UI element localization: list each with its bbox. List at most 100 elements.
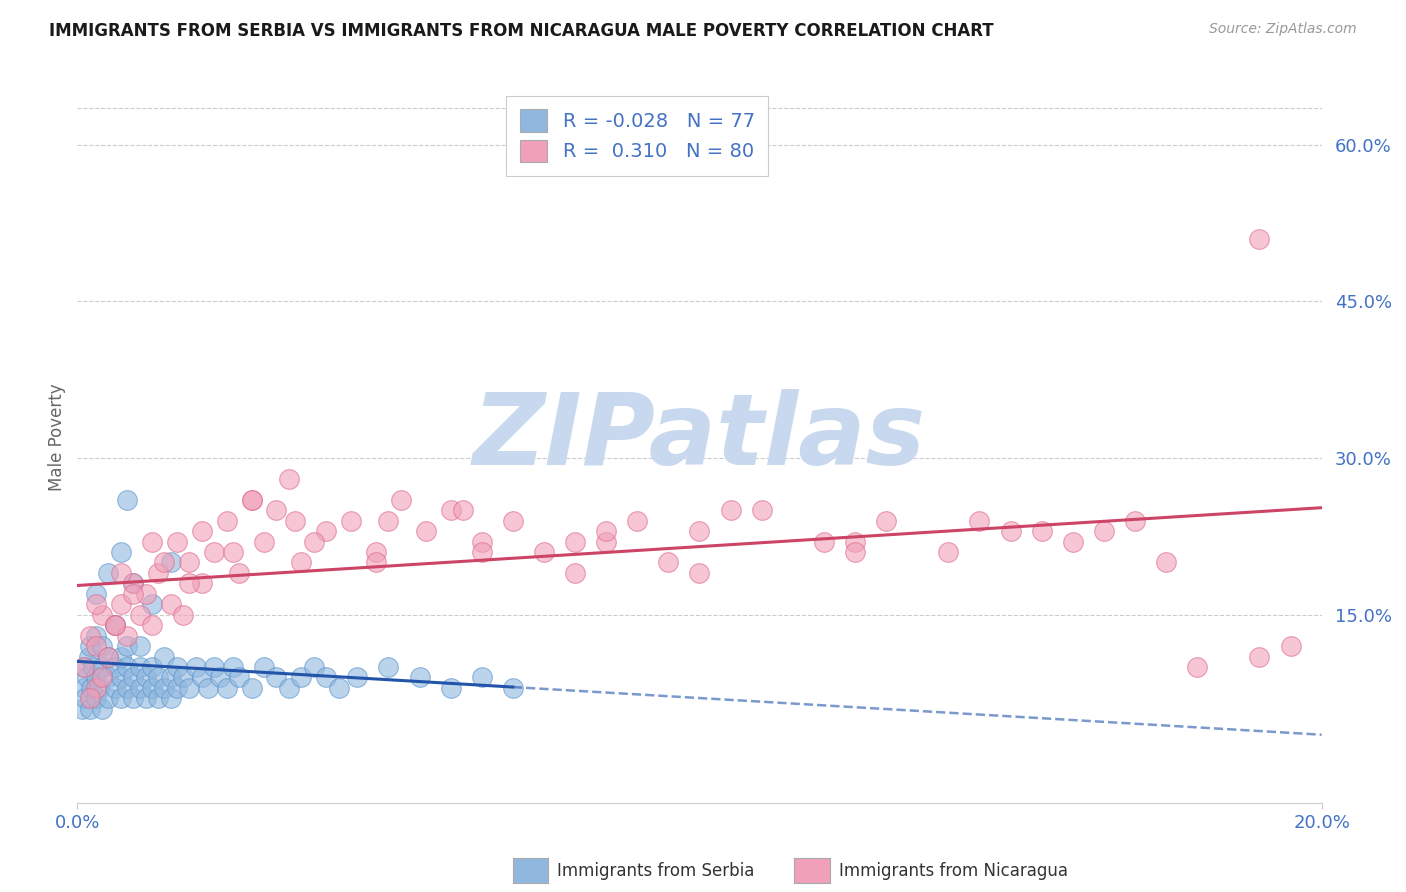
Point xyxy=(84,597,107,611)
Point xyxy=(277,681,299,695)
Point xyxy=(302,660,325,674)
Point xyxy=(1123,514,1146,528)
Point xyxy=(91,702,114,716)
Point xyxy=(266,670,288,684)
Point xyxy=(79,702,101,716)
Point xyxy=(104,681,127,695)
Point xyxy=(595,534,617,549)
Point xyxy=(1279,639,1302,653)
Point xyxy=(84,587,107,601)
Point xyxy=(471,670,494,684)
Point xyxy=(104,618,127,632)
Point xyxy=(122,576,145,591)
Point xyxy=(84,629,107,643)
Point xyxy=(751,503,773,517)
Point xyxy=(228,670,250,684)
Point xyxy=(184,660,207,674)
Point xyxy=(159,670,181,684)
Point xyxy=(110,545,132,559)
Point xyxy=(266,503,288,517)
Point xyxy=(115,492,138,507)
Point xyxy=(197,681,219,695)
Point xyxy=(87,681,110,695)
Point xyxy=(179,556,201,570)
Point xyxy=(97,649,120,664)
Point xyxy=(1031,524,1053,538)
Point xyxy=(284,514,307,528)
Point xyxy=(1000,524,1022,538)
Point xyxy=(135,670,157,684)
Point xyxy=(122,691,145,706)
Point xyxy=(408,670,430,684)
Point xyxy=(172,607,194,622)
Point xyxy=(166,534,188,549)
Point xyxy=(128,607,150,622)
Point xyxy=(179,681,201,695)
Point xyxy=(104,660,127,674)
Point xyxy=(141,534,163,549)
Point xyxy=(813,534,835,549)
Point xyxy=(844,545,866,559)
Point xyxy=(80,681,103,695)
Point xyxy=(240,681,263,695)
Point xyxy=(141,660,163,674)
Point xyxy=(72,681,94,695)
Point xyxy=(110,670,132,684)
Point xyxy=(240,492,263,507)
Point xyxy=(415,524,437,538)
Point xyxy=(91,607,114,622)
Point xyxy=(128,639,150,653)
Text: ZIPatlas: ZIPatlas xyxy=(472,389,927,485)
Point xyxy=(84,639,107,653)
Point xyxy=(115,639,138,653)
Point xyxy=(141,597,163,611)
Point xyxy=(440,681,463,695)
Point xyxy=(302,534,325,549)
Point xyxy=(166,660,188,674)
Point xyxy=(122,576,145,591)
Point xyxy=(340,514,363,528)
Point xyxy=(471,545,494,559)
Point xyxy=(290,556,312,570)
Point xyxy=(1154,556,1177,570)
Point xyxy=(240,492,263,507)
Point xyxy=(533,545,555,559)
Point xyxy=(159,556,181,570)
Point xyxy=(153,681,176,695)
Point xyxy=(191,670,214,684)
Point xyxy=(277,472,299,486)
Point xyxy=(84,681,107,695)
Point xyxy=(290,670,312,684)
Point xyxy=(209,670,232,684)
Point xyxy=(104,618,127,632)
Point xyxy=(91,670,114,684)
Point xyxy=(191,576,214,591)
Point xyxy=(110,566,132,580)
Point xyxy=(451,503,474,517)
Point xyxy=(104,618,127,632)
Point xyxy=(72,702,94,716)
Point xyxy=(73,691,96,706)
Point xyxy=(141,681,163,695)
Point xyxy=(115,629,138,643)
Point xyxy=(128,681,150,695)
Point xyxy=(84,691,107,706)
Point xyxy=(364,545,387,559)
Point xyxy=(1187,660,1209,674)
Point xyxy=(97,670,120,684)
Point xyxy=(159,691,181,706)
Point xyxy=(564,566,586,580)
Point xyxy=(79,639,101,653)
Point xyxy=(110,597,132,611)
Point xyxy=(148,566,170,580)
Point xyxy=(253,660,276,674)
Point xyxy=(97,691,120,706)
Point xyxy=(135,587,157,601)
Point xyxy=(97,649,120,664)
Point xyxy=(364,556,387,570)
Text: Immigrants from Nicaragua: Immigrants from Nicaragua xyxy=(839,862,1069,880)
Point xyxy=(153,649,176,664)
Point xyxy=(72,660,94,674)
Point xyxy=(938,545,960,559)
Point xyxy=(346,670,368,684)
